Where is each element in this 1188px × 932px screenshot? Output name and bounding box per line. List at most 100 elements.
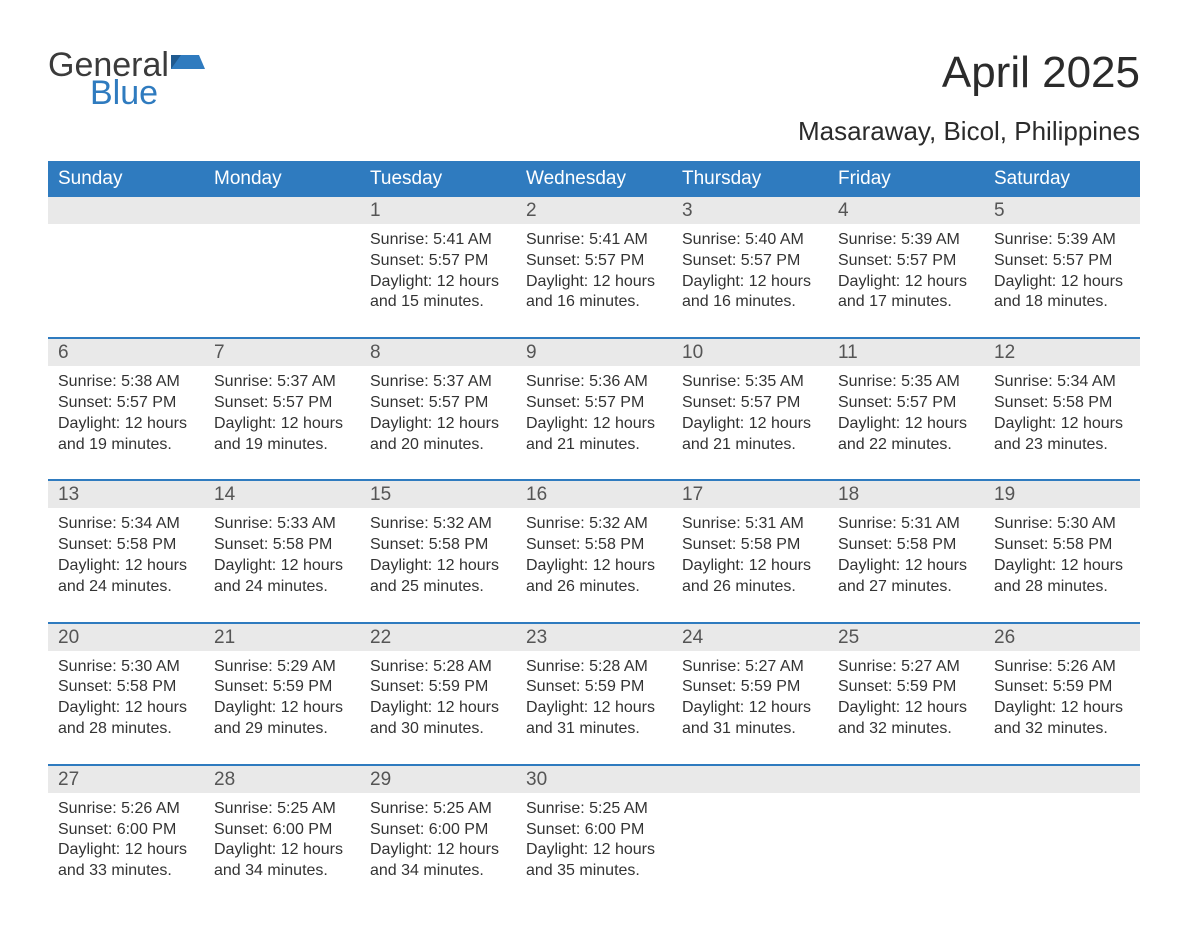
daynum-row: 12345	[48, 197, 1140, 224]
day-number: 26	[984, 624, 1140, 651]
daylight-line: Daylight: 12 hours and 23 minutes.	[994, 414, 1130, 456]
sunrise-line: Sunrise: 5:34 AM	[994, 372, 1130, 393]
day-cell	[984, 793, 1140, 892]
daynum-row: 13141516171819	[48, 481, 1140, 508]
daylight-line: Daylight: 12 hours and 26 minutes.	[682, 556, 818, 598]
daylight-line: Daylight: 12 hours and 20 minutes.	[370, 414, 506, 456]
sunset-line: Sunset: 5:58 PM	[214, 535, 350, 556]
daylight-line: Daylight: 12 hours and 31 minutes.	[682, 698, 818, 740]
day-cell: Sunrise: 5:28 AMSunset: 5:59 PMDaylight:…	[516, 651, 672, 750]
sunrise-line: Sunrise: 5:30 AM	[994, 514, 1130, 535]
weekday-header: Thursday	[672, 161, 828, 197]
day-cell: Sunrise: 5:30 AMSunset: 5:58 PMDaylight:…	[48, 651, 204, 750]
day-body-row: Sunrise: 5:30 AMSunset: 5:58 PMDaylight:…	[48, 651, 1140, 750]
day-number: 21	[204, 624, 360, 651]
sunset-line: Sunset: 5:57 PM	[526, 251, 662, 272]
day-number: 9	[516, 339, 672, 366]
day-cell: Sunrise: 5:26 AMSunset: 6:00 PMDaylight:…	[48, 793, 204, 892]
sunset-line: Sunset: 5:57 PM	[58, 393, 194, 414]
sunset-line: Sunset: 5:57 PM	[370, 393, 506, 414]
sunrise-line: Sunrise: 5:31 AM	[682, 514, 818, 535]
sunset-line: Sunset: 5:58 PM	[994, 535, 1130, 556]
day-number: 18	[828, 481, 984, 508]
daylight-line: Daylight: 12 hours and 22 minutes.	[838, 414, 974, 456]
day-cell: Sunrise: 5:29 AMSunset: 5:59 PMDaylight:…	[204, 651, 360, 750]
day-number: 19	[984, 481, 1140, 508]
daylight-line: Daylight: 12 hours and 24 minutes.	[58, 556, 194, 598]
sunset-line: Sunset: 5:57 PM	[526, 393, 662, 414]
sunrise-line: Sunrise: 5:30 AM	[58, 657, 194, 678]
day-body-row: Sunrise: 5:41 AMSunset: 5:57 PMDaylight:…	[48, 224, 1140, 323]
day-cell: Sunrise: 5:25 AMSunset: 6:00 PMDaylight:…	[204, 793, 360, 892]
day-cell: Sunrise: 5:40 AMSunset: 5:57 PMDaylight:…	[672, 224, 828, 323]
sunset-line: Sunset: 5:58 PM	[838, 535, 974, 556]
daylight-line: Daylight: 12 hours and 29 minutes.	[214, 698, 350, 740]
day-cell: Sunrise: 5:26 AMSunset: 5:59 PMDaylight:…	[984, 651, 1140, 750]
day-number	[204, 197, 360, 224]
sunrise-line: Sunrise: 5:36 AM	[526, 372, 662, 393]
logo-flag-icon	[171, 51, 205, 79]
daynum-row: 20212223242526	[48, 624, 1140, 651]
sunrise-line: Sunrise: 5:34 AM	[58, 514, 194, 535]
sunset-line: Sunset: 6:00 PM	[370, 820, 506, 841]
sunrise-line: Sunrise: 5:37 AM	[214, 372, 350, 393]
day-number: 23	[516, 624, 672, 651]
day-cell: Sunrise: 5:27 AMSunset: 5:59 PMDaylight:…	[828, 651, 984, 750]
daylight-line: Daylight: 12 hours and 35 minutes.	[526, 840, 662, 882]
daylight-line: Daylight: 12 hours and 19 minutes.	[58, 414, 194, 456]
sunrise-line: Sunrise: 5:25 AM	[526, 799, 662, 820]
day-number: 7	[204, 339, 360, 366]
daylight-line: Daylight: 12 hours and 16 minutes.	[526, 272, 662, 314]
day-cell: Sunrise: 5:41 AMSunset: 5:57 PMDaylight:…	[360, 224, 516, 323]
day-number: 28	[204, 766, 360, 793]
sunrise-line: Sunrise: 5:33 AM	[214, 514, 350, 535]
day-cell: Sunrise: 5:27 AMSunset: 5:59 PMDaylight:…	[672, 651, 828, 750]
sunrise-line: Sunrise: 5:27 AM	[682, 657, 818, 678]
daynum-row: 27282930	[48, 766, 1140, 793]
sunset-line: Sunset: 6:00 PM	[526, 820, 662, 841]
sunrise-line: Sunrise: 5:27 AM	[838, 657, 974, 678]
daylight-line: Daylight: 12 hours and 34 minutes.	[214, 840, 350, 882]
day-number: 17	[672, 481, 828, 508]
sunset-line: Sunset: 5:59 PM	[526, 677, 662, 698]
day-number: 20	[48, 624, 204, 651]
day-cell	[672, 793, 828, 892]
sunset-line: Sunset: 5:58 PM	[682, 535, 818, 556]
day-number	[48, 197, 204, 224]
day-cell: Sunrise: 5:38 AMSunset: 5:57 PMDaylight:…	[48, 366, 204, 465]
daylight-line: Daylight: 12 hours and 25 minutes.	[370, 556, 506, 598]
day-number: 27	[48, 766, 204, 793]
sunset-line: Sunset: 5:57 PM	[682, 251, 818, 272]
day-body-row: Sunrise: 5:26 AMSunset: 6:00 PMDaylight:…	[48, 793, 1140, 892]
weekday-header-row: SundayMondayTuesdayWednesdayThursdayFrid…	[48, 161, 1140, 197]
day-number: 15	[360, 481, 516, 508]
weekday-header: Friday	[828, 161, 984, 197]
day-cell: Sunrise: 5:37 AMSunset: 5:57 PMDaylight:…	[360, 366, 516, 465]
day-number: 12	[984, 339, 1140, 366]
day-number: 13	[48, 481, 204, 508]
daylight-line: Daylight: 12 hours and 16 minutes.	[682, 272, 818, 314]
day-cell: Sunrise: 5:37 AMSunset: 5:57 PMDaylight:…	[204, 366, 360, 465]
day-body-row: Sunrise: 5:38 AMSunset: 5:57 PMDaylight:…	[48, 366, 1140, 465]
daylight-line: Daylight: 12 hours and 30 minutes.	[370, 698, 506, 740]
day-number: 8	[360, 339, 516, 366]
day-cell: Sunrise: 5:36 AMSunset: 5:57 PMDaylight:…	[516, 366, 672, 465]
day-cell: Sunrise: 5:31 AMSunset: 5:58 PMDaylight:…	[828, 508, 984, 607]
day-cell: Sunrise: 5:32 AMSunset: 5:58 PMDaylight:…	[516, 508, 672, 607]
day-cell: Sunrise: 5:31 AMSunset: 5:58 PMDaylight:…	[672, 508, 828, 607]
sunrise-line: Sunrise: 5:26 AM	[994, 657, 1130, 678]
sunset-line: Sunset: 5:57 PM	[682, 393, 818, 414]
daylight-line: Daylight: 12 hours and 28 minutes.	[994, 556, 1130, 598]
sunset-line: Sunset: 5:59 PM	[370, 677, 506, 698]
day-number: 25	[828, 624, 984, 651]
day-number	[828, 766, 984, 793]
daylight-line: Daylight: 12 hours and 19 minutes.	[214, 414, 350, 456]
sunrise-line: Sunrise: 5:39 AM	[994, 230, 1130, 251]
brand-logo: General Blue	[48, 48, 205, 110]
sunset-line: Sunset: 5:57 PM	[838, 251, 974, 272]
day-number: 11	[828, 339, 984, 366]
sunrise-line: Sunrise: 5:39 AM	[838, 230, 974, 251]
weekday-header: Wednesday	[516, 161, 672, 197]
day-number: 10	[672, 339, 828, 366]
day-body-row: Sunrise: 5:34 AMSunset: 5:58 PMDaylight:…	[48, 508, 1140, 607]
